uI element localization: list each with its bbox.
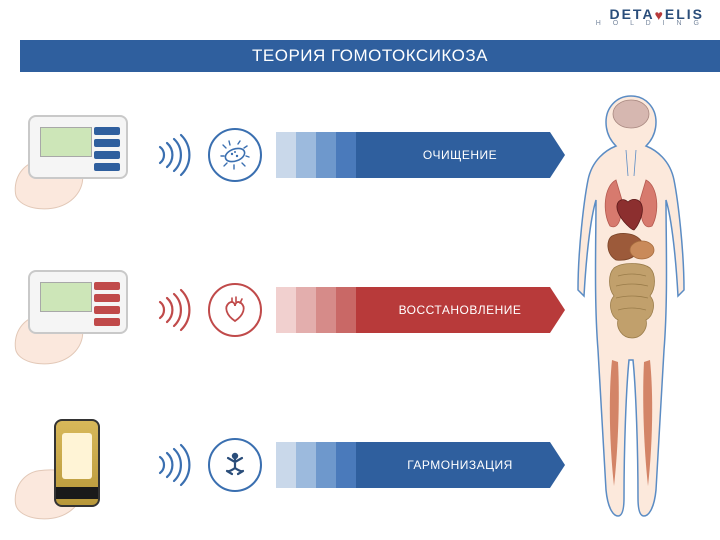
signal-icon <box>154 133 194 177</box>
phone-device <box>54 419 100 507</box>
signal-icon <box>154 443 194 487</box>
brand-heart-icon: ♥ <box>655 7 665 23</box>
yoga-icon <box>208 438 262 492</box>
brand-subtext: H O L D I N G <box>596 20 704 27</box>
handheld-device <box>28 270 128 334</box>
device-cleanse <box>20 105 140 205</box>
device-harmonize <box>20 415 140 515</box>
page-title: ТЕОРИЯ ГОМОТОКСИКОЗА <box>20 40 720 72</box>
signal-icon <box>154 288 194 332</box>
banner-restore: ВОССТАНОВЛЕНИЕ <box>276 287 550 333</box>
banner-harmonize: ГАРМОНИЗАЦИЯ <box>276 442 550 488</box>
rows-container: ОЧИЩЕНИЕ <box>20 100 550 520</box>
device-restore <box>20 260 140 360</box>
row-restore: ВОССТАНОВЛЕНИЕ <box>20 255 550 365</box>
banner-label: ГАРМОНИЗАЦИЯ <box>356 442 550 488</box>
row-harmonize: ГАРМОНИЗАЦИЯ <box>20 410 550 520</box>
banner-cleanse: ОЧИЩЕНИЕ <box>276 132 550 178</box>
microbe-icon <box>208 128 262 182</box>
brand-logo: DETA♥ELIS H O L D I N G <box>596 6 704 27</box>
banner-label: ВОССТАНОВЛЕНИЕ <box>356 287 550 333</box>
banner-label: ОЧИЩЕНИЕ <box>356 132 550 178</box>
title-strip: ТЕОРИЯ ГОМОТОКСИКОЗА <box>0 40 720 72</box>
heart-icon <box>208 283 262 337</box>
row-cleanse: ОЧИЩЕНИЕ <box>20 100 550 210</box>
human-body-figure <box>556 90 706 528</box>
handheld-device <box>28 115 128 179</box>
